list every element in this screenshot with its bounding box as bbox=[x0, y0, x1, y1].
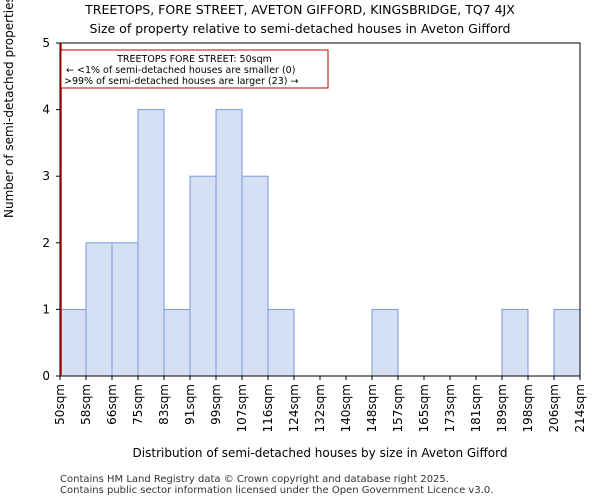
x-tick-label: 140sqm bbox=[339, 384, 353, 432]
annotation-line: TREETOPS FORE STREET: 50sqm bbox=[116, 54, 272, 65]
histogram-bar bbox=[163, 308, 191, 377]
x-tick-label: 132sqm bbox=[313, 384, 327, 432]
x-tick-label: 91sqm bbox=[183, 384, 197, 425]
footer-licence: Contains public sector information licen… bbox=[60, 485, 494, 496]
y-axis-label: Number of semi-detached properties bbox=[2, 0, 16, 218]
x-tick-label: 189sqm bbox=[495, 384, 509, 432]
histogram-bar bbox=[85, 242, 113, 377]
x-tick-label: 214sqm bbox=[573, 384, 587, 432]
annotation-box bbox=[60, 49, 329, 89]
histogram-bar bbox=[267, 308, 295, 377]
annotation-line: ← <1% of semi-detached houses are smalle… bbox=[66, 65, 295, 76]
y-tick-label: 2 bbox=[42, 236, 50, 250]
x-tick-label: 116sqm bbox=[261, 384, 275, 432]
annotation-line: >99% of semi-detached houses are larger … bbox=[64, 76, 298, 87]
x-tick-label: 50sqm bbox=[53, 384, 67, 425]
x-tick-label: 173sqm bbox=[443, 384, 457, 432]
histogram-bar bbox=[111, 242, 139, 377]
y-tick-label: 3 bbox=[42, 169, 50, 183]
histogram-bar bbox=[189, 175, 217, 377]
histogram-bar bbox=[137, 109, 165, 377]
x-tick-label: 107sqm bbox=[235, 384, 249, 432]
histogram-bar bbox=[241, 175, 269, 377]
x-axis-label: Distribution of semi-detached houses by … bbox=[133, 446, 508, 460]
y-tick-label: 5 bbox=[42, 36, 50, 50]
histogram-bar bbox=[371, 308, 399, 377]
footer-copyright: Contains HM Land Registry data © Crown c… bbox=[60, 474, 449, 485]
chart-subtitle: Size of property relative to semi-detach… bbox=[89, 21, 511, 36]
x-tick-label: 124sqm bbox=[287, 384, 301, 432]
x-tick-label: 66sqm bbox=[105, 384, 119, 425]
x-tick-label: 206sqm bbox=[547, 384, 561, 432]
x-tick-label: 157sqm bbox=[391, 384, 405, 432]
y-tick-label: 4 bbox=[42, 103, 50, 117]
x-tick-label: 75sqm bbox=[131, 384, 145, 425]
x-tick-label: 58sqm bbox=[79, 384, 93, 425]
histogram-bar bbox=[215, 109, 243, 377]
x-tick-label: 181sqm bbox=[469, 384, 483, 432]
y-tick-label: 1 bbox=[42, 302, 50, 316]
x-tick-label: 198sqm bbox=[521, 384, 535, 432]
x-tick-label: 83sqm bbox=[157, 384, 171, 425]
chart-title: TREETOPS, FORE STREET, AVETON GIFFORD, K… bbox=[85, 2, 515, 17]
y-tick-label: 0 bbox=[42, 369, 50, 383]
histogram-bar bbox=[553, 308, 581, 377]
x-tick-label: 165sqm bbox=[417, 384, 431, 432]
x-tick-label: 99sqm bbox=[209, 384, 223, 425]
histogram-bar bbox=[501, 308, 529, 377]
x-tick-label: 148sqm bbox=[365, 384, 379, 432]
histogram-bar bbox=[59, 308, 87, 377]
